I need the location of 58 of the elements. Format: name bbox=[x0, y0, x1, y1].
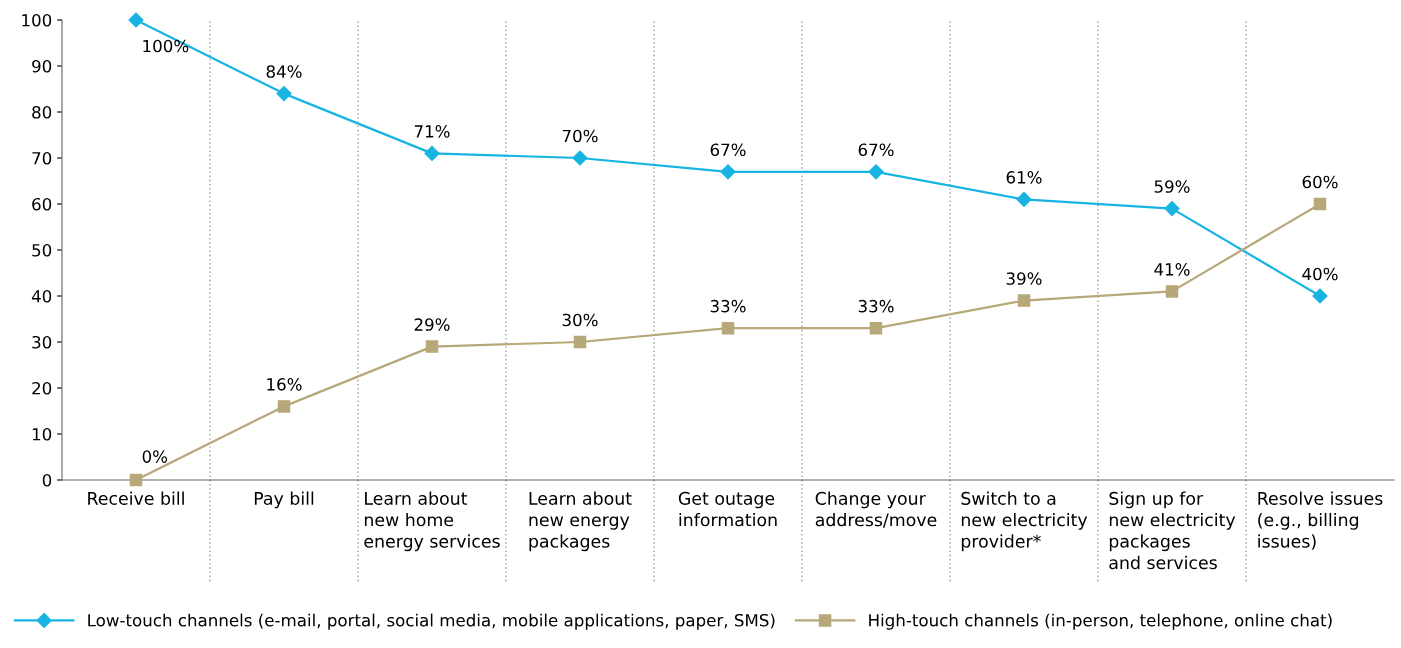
data-label: 39% bbox=[1006, 272, 1042, 285]
legend-label: High-touch channels (in-person, telephone, online chat) bbox=[869, 613, 1332, 630]
data-label: 60% bbox=[1302, 175, 1338, 189]
y-tick-label: 90 bbox=[32, 59, 52, 73]
data-label: 0% bbox=[142, 450, 168, 463]
y-tick-label: 80 bbox=[32, 105, 52, 119]
point bbox=[277, 400, 291, 413]
y-tick-label: 10 bbox=[32, 427, 52, 441]
x-tick-label: Switch to a new electricity provider* bbox=[961, 491, 1088, 552]
data-label: 67% bbox=[858, 143, 894, 157]
x-tick-label: Learn about new home energy services bbox=[364, 491, 500, 552]
data-label: 100% bbox=[143, 39, 189, 53]
point bbox=[1313, 197, 1327, 211]
point bbox=[129, 473, 143, 487]
x-tick-label: Resolve issues (e.g., billing issues) bbox=[1258, 491, 1383, 550]
point bbox=[424, 145, 440, 161]
y-tick-label: 20 bbox=[32, 381, 52, 395]
data-label: 33% bbox=[710, 299, 746, 313]
x-tick-label: Sign up for new electricity packages and services bbox=[1109, 491, 1236, 570]
y-tick-label: 100 bbox=[22, 13, 52, 27]
data-label: 33% bbox=[858, 299, 894, 313]
data-label: 71% bbox=[414, 125, 450, 138]
point bbox=[869, 321, 883, 335]
data-label: 70% bbox=[562, 129, 598, 143]
point bbox=[1312, 288, 1328, 304]
point bbox=[573, 335, 587, 349]
point bbox=[1165, 285, 1179, 298]
data-label: 30% bbox=[562, 313, 598, 327]
data-label: 41% bbox=[1154, 263, 1190, 276]
y-tick-label: 0 bbox=[42, 473, 52, 487]
point bbox=[868, 164, 884, 180]
point bbox=[425, 340, 439, 353]
point bbox=[1017, 294, 1031, 307]
point bbox=[720, 164, 736, 180]
data-label: 40% bbox=[1302, 267, 1338, 281]
legend-label: Low-touch channels (e-mail, portal, social media, mobile applications, paper, SMS) bbox=[88, 613, 775, 630]
point bbox=[276, 86, 292, 102]
y-tick-label: 50 bbox=[32, 243, 52, 257]
y-tick-label: 40 bbox=[31, 289, 52, 303]
y-tick-label: 30 bbox=[32, 335, 52, 349]
point bbox=[1164, 201, 1180, 217]
y-tick-label: 60 bbox=[32, 197, 52, 211]
point bbox=[721, 321, 735, 335]
x-tick-label: Receive bill bbox=[88, 491, 184, 505]
data-label: 67% bbox=[710, 143, 746, 157]
data-label: 61% bbox=[1006, 171, 1042, 184]
x-tick-label: Learn about new energy packages bbox=[529, 491, 632, 552]
point bbox=[128, 12, 144, 28]
data-label: 29% bbox=[414, 318, 450, 331]
data-label: 59% bbox=[1154, 180, 1190, 193]
x-tick-label: Pay bill bbox=[254, 491, 314, 509]
x-tick-label: Change your address/move bbox=[815, 491, 937, 528]
data-label: 84% bbox=[266, 65, 302, 78]
point bbox=[572, 150, 588, 166]
x-tick-label: Get outage information bbox=[678, 491, 777, 527]
data-label: 16% bbox=[267, 378, 302, 391]
point bbox=[1016, 191, 1032, 207]
y-tick-label: 70 bbox=[32, 151, 52, 165]
